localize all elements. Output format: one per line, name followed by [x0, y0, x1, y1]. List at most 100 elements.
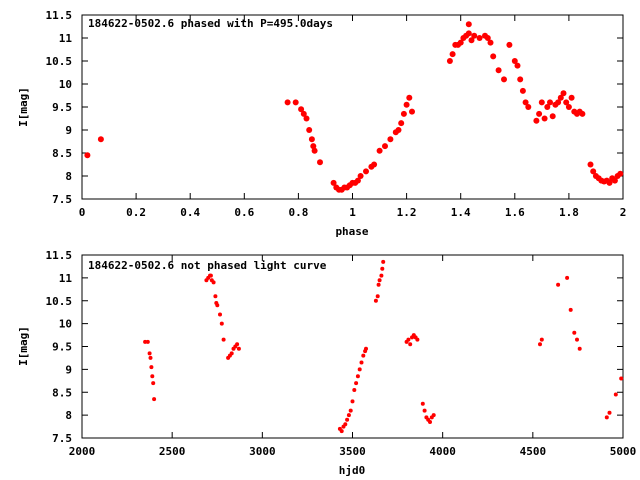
- unphased-chart-title: 184622-0502.6 not phased light curve: [88, 259, 327, 272]
- unphased-y-axis-label: I[mag]: [17, 326, 30, 366]
- phased-data-point: [484, 35, 491, 41]
- phased-y-tick-label: 8: [65, 170, 72, 183]
- unphased-x-tick-label: 4000: [429, 445, 456, 458]
- unphased-data-point: [350, 399, 355, 404]
- phased-x-tick-label: 1: [349, 206, 356, 219]
- unphased-data-point: [211, 280, 216, 285]
- phased-data-point: [590, 168, 597, 175]
- unphased-data-point: [373, 298, 378, 303]
- unphased-data-point: [556, 282, 561, 287]
- phased-x-axis-label: phase: [335, 225, 368, 238]
- unphased-data-point: [376, 282, 381, 287]
- phased-data-point: [555, 99, 562, 106]
- unphased-data-point: [379, 273, 384, 278]
- phased-y-tick-label: 9: [65, 124, 72, 137]
- phased-data-point: [522, 99, 529, 106]
- unphased-data-point: [339, 429, 344, 434]
- unphased-data-point: [575, 337, 579, 342]
- unphased-data-point: [149, 365, 154, 370]
- unphased-data-point: [355, 374, 360, 379]
- phased-data-point: [563, 99, 570, 106]
- unphased-data-point: [359, 360, 364, 365]
- unphased-data-point: [375, 294, 380, 299]
- unphased-data-point: [357, 367, 362, 372]
- phased-data-point: [406, 94, 413, 101]
- phased-data-point: [549, 113, 556, 120]
- phased-data-point: [311, 147, 318, 154]
- phased-data-point: [457, 39, 464, 46]
- phased-data-point: [97, 136, 104, 143]
- phased-data-point: [300, 110, 307, 117]
- phased-data-point: [533, 117, 540, 124]
- phased-x-tick-label: 0.4: [180, 206, 200, 219]
- unphased-x-tick-label: 4500: [520, 445, 547, 458]
- unphased-y-ticks: 7.5 8 8.5 9 9.5 10 10.5 11 11.5: [46, 249, 623, 445]
- unphased-data-point: [145, 339, 150, 344]
- unphased-y-tick-label: 10.5: [46, 295, 73, 308]
- phased-data-point: [298, 106, 305, 113]
- phased-data-point: [387, 136, 394, 143]
- phased-x-tick-label: 0: [79, 206, 86, 219]
- phased-data-point: [317, 159, 323, 166]
- phased-data-point: [587, 161, 594, 168]
- phased-plot-frame: [81, 14, 624, 200]
- phased-data-point: [446, 58, 453, 64]
- phased-data-point: [376, 147, 383, 154]
- phased-y-tick-label: 11: [59, 32, 73, 45]
- unphased-y-tick-label: 11: [59, 272, 73, 285]
- phased-x-tick-label: 0.8: [288, 206, 308, 219]
- unphased-data-point: [380, 266, 385, 271]
- phased-chart: 0 0.2 0.4 0.6 0.8 1 1.2 1.4 1.6 1.8 2 7.5 8 8.5 9 9.5 1…: [17, 9, 626, 238]
- phased-data-point: [490, 53, 497, 60]
- unphased-data-point: [377, 278, 382, 283]
- unphased-data-point: [420, 401, 425, 406]
- phased-x-tick-label: 1.4: [451, 206, 471, 219]
- phased-data-point: [465, 21, 472, 28]
- phased-y-tick-label: 11.5: [46, 9, 73, 22]
- unphased-data-point: [577, 346, 582, 351]
- phased-data-point: [547, 99, 553, 106]
- phased-data-point: [395, 127, 402, 133]
- unphased-data-point: [150, 374, 155, 379]
- unphased-data-point: [604, 415, 609, 420]
- phased-x-tick-label: 0.2: [126, 206, 146, 219]
- unphased-data-point: [539, 337, 544, 342]
- phased-x-tick-label: 1.2: [397, 206, 417, 219]
- unphased-data-point: [147, 351, 152, 356]
- phased-data-point: [568, 94, 575, 101]
- phased-data-point: [541, 115, 548, 122]
- phased-data-points: [84, 21, 624, 193]
- phased-data-point: [465, 30, 472, 37]
- unphased-data-point: [208, 273, 213, 278]
- phased-data-point: [557, 94, 564, 101]
- phased-data-point: [617, 170, 624, 177]
- phased-data-point: [471, 32, 478, 39]
- phased-data-point: [363, 168, 369, 175]
- unphased-data-point: [381, 259, 386, 264]
- phased-data-point: [357, 173, 364, 179]
- unphased-x-tick-label: 2000: [69, 445, 96, 458]
- unphased-data-point: [221, 337, 226, 342]
- unphased-data-point: [346, 413, 351, 418]
- phased-y-ticks: 7.5 8 8.5 9 9.5 10 10.5 11 11.5: [46, 9, 623, 206]
- unphased-data-point: [148, 355, 153, 360]
- unphased-data-point: [619, 376, 624, 381]
- phased-data-point: [303, 115, 310, 122]
- unphased-data-points: [143, 259, 624, 434]
- phased-y-tick-label: 10.5: [46, 55, 73, 68]
- unphased-data-point: [151, 381, 156, 386]
- phased-y-tick-label: 7.5: [52, 193, 72, 206]
- phased-y-axis-label: I[mag]: [17, 87, 30, 127]
- phased-data-point: [84, 152, 91, 159]
- phased-data-point: [403, 101, 410, 108]
- unphased-data-point: [235, 342, 240, 347]
- unphased-data-point: [345, 417, 350, 422]
- unphased-chart: 2000 2500 3000 3500 4000 4500 5000 7.5 8 8.5 9 9.5…: [17, 249, 636, 477]
- unphased-data-point: [364, 346, 368, 351]
- phased-data-point: [330, 179, 337, 186]
- phased-data-point: [517, 76, 524, 83]
- unphased-x-ticks: 2000 2500 3000 3500 4000 4500 5000: [69, 255, 636, 458]
- phased-data-point: [476, 35, 483, 41]
- unphased-y-tick-label: 9.5: [52, 341, 72, 354]
- unphased-data-point: [354, 381, 359, 386]
